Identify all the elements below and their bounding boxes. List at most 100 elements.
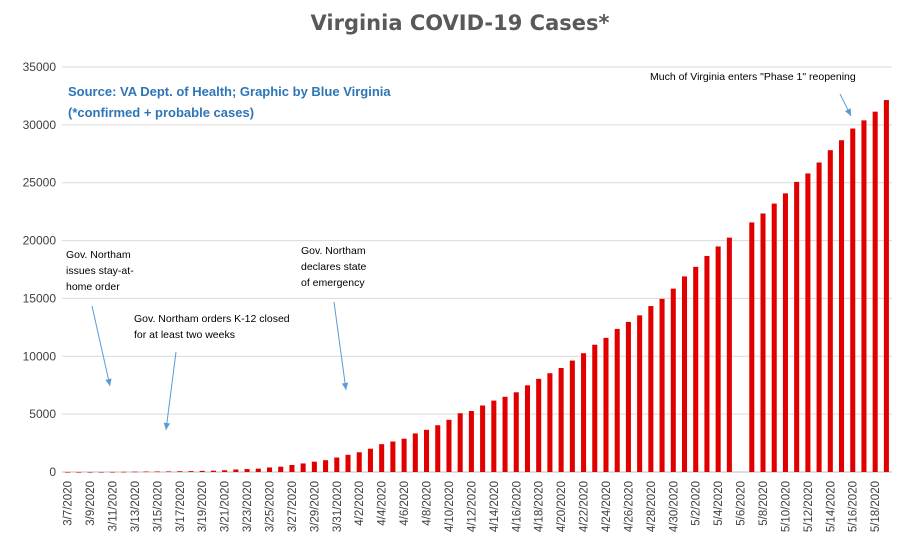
bar — [524, 385, 530, 472]
source-note-line-1: Source: VA Dept. of Health; Graphic by B… — [68, 84, 391, 99]
annotation-text: for at least two weeks — [134, 329, 235, 341]
bar — [491, 400, 497, 472]
y-tick-label: 35000 — [23, 60, 57, 74]
bar — [681, 276, 688, 472]
x-tick-label: 5/8/2020 — [758, 481, 770, 526]
bar — [883, 100, 889, 472]
bar — [513, 392, 519, 472]
bar — [693, 266, 699, 472]
x-tick-label: 4/2/2020 — [354, 481, 366, 526]
bar — [199, 470, 205, 472]
bar — [390, 441, 396, 472]
y-tick-label: 20000 — [23, 234, 57, 248]
bar — [726, 237, 732, 472]
bar — [166, 471, 172, 473]
x-tick-label: 5/10/2020 — [780, 481, 792, 532]
x-tick-label: 4/24/2020 — [601, 481, 613, 532]
bar — [367, 448, 373, 472]
y-tick-label: 30000 — [23, 118, 57, 132]
bar — [839, 140, 845, 472]
bar — [412, 433, 418, 472]
annotation-arrowhead — [163, 422, 171, 430]
bar — [424, 429, 430, 472]
x-tick-label: 3/25/2020 — [265, 481, 277, 532]
x-tick-label: 3/7/2020 — [63, 481, 75, 526]
source-note-line-2: (*confirmed + probable cases) — [68, 105, 254, 120]
bar — [334, 457, 340, 472]
bar — [222, 470, 228, 472]
bar — [468, 410, 474, 472]
bar — [379, 444, 385, 472]
x-tick-label: 4/20/2020 — [556, 481, 568, 532]
x-tick-label: 3/17/2020 — [175, 481, 187, 532]
bar — [805, 173, 811, 472]
x-tick-label: 3/23/2020 — [242, 481, 254, 532]
bar — [255, 468, 261, 472]
annotation-text: Much of Virginia enters "Phase 1" reopen… — [650, 71, 856, 83]
bar — [816, 162, 822, 473]
bar — [502, 396, 508, 472]
y-tick-label: 5000 — [29, 407, 56, 421]
x-tick-label: 5/2/2020 — [691, 481, 703, 526]
x-tick-label: 3/21/2020 — [220, 481, 232, 532]
annotation-arrowhead — [105, 378, 112, 386]
bar — [65, 471, 71, 473]
bar — [861, 120, 867, 472]
bar — [98, 471, 104, 473]
x-tick-label: 4/10/2020 — [444, 481, 456, 532]
x-tick-label: 3/19/2020 — [197, 481, 209, 532]
bar — [670, 288, 676, 472]
bar — [480, 405, 486, 472]
bar — [592, 344, 598, 472]
annotation-text: Gov. Northam orders K-12 closed — [134, 313, 290, 325]
annotation-arrow — [333, 301, 347, 391]
x-tick-label: 5/6/2020 — [736, 481, 748, 526]
x-tick-label: 5/4/2020 — [713, 481, 725, 526]
y-tick-label: 25000 — [23, 176, 57, 190]
x-tick-label: 4/4/2020 — [377, 481, 389, 526]
x-tick-label: 5/16/2020 — [848, 481, 860, 532]
x-tick-label: 3/29/2020 — [309, 481, 321, 532]
bar — [356, 452, 362, 472]
x-tick-label: 5/14/2020 — [825, 481, 837, 532]
annotation-text: Gov. Northam — [301, 245, 366, 257]
bar — [536, 378, 542, 472]
x-tick-label: 5/18/2020 — [870, 481, 882, 532]
bar — [300, 463, 306, 472]
bar — [278, 466, 284, 472]
bar — [760, 213, 766, 473]
bars — [65, 100, 889, 473]
bar — [109, 471, 115, 473]
x-tick-label: 3/13/2020 — [130, 481, 142, 532]
annotation-text: declares state — [301, 261, 367, 273]
bar — [704, 255, 710, 472]
bar — [289, 465, 295, 472]
bar — [266, 467, 273, 472]
x-tick-label: 4/30/2020 — [668, 481, 680, 532]
bar — [782, 193, 788, 472]
bar — [233, 469, 239, 472]
x-tick-label: 3/11/2020 — [107, 481, 119, 531]
bar — [827, 150, 833, 472]
bar — [323, 460, 329, 472]
y-axis-ticks: 0 5000 10000 15000 20000 25000 30000 35000 — [23, 60, 57, 479]
x-tick-label: 4/16/2020 — [511, 481, 523, 532]
bar — [850, 128, 856, 473]
x-tick-label: 4/18/2020 — [534, 481, 546, 532]
x-tick-label: 4/12/2020 — [466, 481, 478, 532]
bar — [794, 181, 800, 472]
annotations: Gov. Northam issues stay-at-home order Gov… — [66, 71, 856, 431]
bar — [244, 469, 250, 472]
bar — [457, 413, 463, 472]
x-tick-label: 4/6/2020 — [399, 481, 411, 526]
y-tick-label: 0 — [49, 465, 56, 479]
y-tick-label: 10000 — [23, 349, 57, 363]
bar — [401, 438, 407, 472]
bar — [614, 328, 620, 472]
bar — [143, 471, 149, 473]
bar — [558, 367, 564, 472]
bar — [87, 471, 93, 473]
x-tick-label: 4/8/2020 — [422, 481, 434, 526]
